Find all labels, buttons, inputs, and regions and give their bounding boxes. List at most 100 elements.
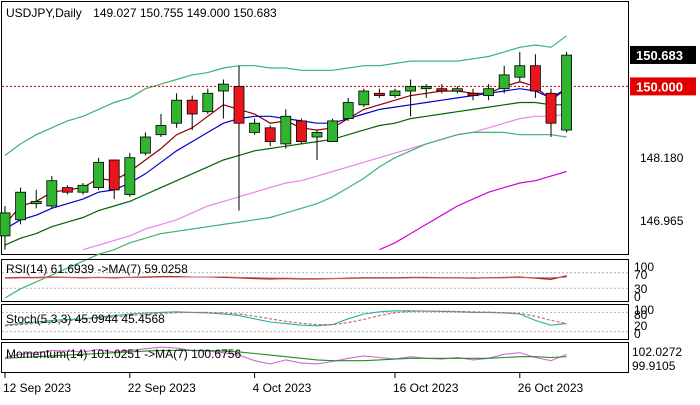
price-tag-box-0 <box>630 45 696 64</box>
stoch-tick-100: 100 <box>634 303 654 317</box>
header-symbol: USDJPY,Daily <box>6 6 82 20</box>
stoch-label: Stoch(5,3,3) 45.0944 45.4568 <box>6 312 165 326</box>
candle-24 <box>373 88 385 98</box>
stoch-panel-frame <box>1 304 629 340</box>
candle-body-36 <box>561 54 572 131</box>
candle-body-24 <box>373 92 385 97</box>
date-tick-label-4: 26 Oct 2023 <box>518 381 584 395</box>
candle-body-34 <box>530 65 541 92</box>
candle-body-17 <box>264 127 276 143</box>
candle-2 <box>30 189 42 209</box>
candle-27 <box>420 84 432 98</box>
stoch-lines <box>2 310 628 333</box>
date-tick-label-3: 16 Oct 2023 <box>393 381 459 395</box>
candle-body-3 <box>46 180 58 207</box>
candle-body-11 <box>171 99 183 124</box>
candle-body-33 <box>514 65 526 78</box>
rsi-tick-30: 30 <box>634 282 648 296</box>
candle-body-29 <box>451 88 463 92</box>
candle-6 <box>93 157 104 190</box>
rsi-tick-100: 100 <box>634 260 654 274</box>
rsi-tick-0: 0 <box>634 290 641 304</box>
candle-10 <box>155 114 167 137</box>
candle-body-18 <box>280 115 292 145</box>
candle-body-35 <box>545 92 557 124</box>
header-ohlc: 149.027 150.755 149.000 150.683 <box>93 6 277 20</box>
candle-18 <box>280 109 292 149</box>
candlestick-series <box>0 51 572 250</box>
candle-body-13 <box>202 92 214 113</box>
candle-body-32 <box>498 74 510 90</box>
candle-16 <box>249 118 261 135</box>
candle-body-20 <box>311 131 323 138</box>
candle-34 <box>530 54 541 98</box>
rsi-panel: RSI(14) 61.6939 ->MA(7) 59.0258 100 70 3… <box>1 259 654 304</box>
candle-4 <box>62 185 73 195</box>
chart-header: USDJPY,Daily 149.027 150.755 149.000 150… <box>6 6 277 20</box>
momentum-panel-frame <box>1 342 629 373</box>
candle-35 <box>545 88 557 137</box>
candle-body-5 <box>77 184 89 193</box>
candle-20 <box>311 130 323 160</box>
candle-body-31 <box>483 88 495 96</box>
indicator-0-line-1 <box>4 276 567 280</box>
candle-33 <box>514 51 526 82</box>
candle-body-6 <box>93 161 104 189</box>
indicator-2-line-0 <box>4 346 567 365</box>
rsi-tick-70: 70 <box>634 268 648 282</box>
price-tags: 150.683 150.000 <box>630 45 696 96</box>
stoch-panel: Stoch(5,3,3) 45.0944 45.4568 100 80 20 0 <box>1 303 654 341</box>
rsi-label: RSI(14) 61.6939 ->MA(7) 59.0258 <box>6 262 188 276</box>
overlay-line-4 <box>379 170 567 251</box>
price-tag-label-1: 150.000 <box>636 79 683 94</box>
candle-body-16 <box>249 122 261 133</box>
price-tick-2: 146.965 <box>640 214 684 228</box>
candle-body-19 <box>295 120 307 143</box>
rsi-lines <box>2 272 628 289</box>
candle-body-23 <box>358 90 370 106</box>
candle-12 <box>186 95 198 131</box>
momentum-tick-low: 99.9105 <box>632 359 676 373</box>
candle-14 <box>217 79 229 119</box>
candle-15 <box>233 65 245 211</box>
candle-body-7 <box>108 159 120 191</box>
indicator-1-line-0 <box>4 310 567 327</box>
candle-5 <box>77 183 89 195</box>
candle-body-8 <box>124 157 136 195</box>
candle-21 <box>327 118 339 143</box>
overlay-line-6 <box>4 131 567 299</box>
stoch-tick-80: 80 <box>634 308 648 322</box>
candle-body-4 <box>62 187 73 193</box>
price-panel-frame <box>1 1 629 255</box>
candle-13 <box>202 88 214 114</box>
candle-7 <box>108 159 120 200</box>
candle-body-27 <box>420 86 432 90</box>
stoch-tick-0: 0 <box>634 327 641 341</box>
candle-31 <box>483 84 495 101</box>
price-tag-label-0: 150.683 <box>636 48 683 63</box>
momentum-lines <box>4 346 567 365</box>
candle-25 <box>389 88 401 98</box>
date-tick-label-2: 4 Oct 2023 <box>253 381 312 395</box>
candle-28 <box>436 84 448 94</box>
momentum-tick-high: 102.0272 <box>632 345 682 359</box>
date-axis: 12 Sep 2023 22 Sep 2023 4 Oct 2023 16 Oct 2… <box>3 373 584 395</box>
candle-26 <box>405 79 417 117</box>
candle-11 <box>171 93 183 128</box>
candle-0 <box>0 206 11 250</box>
candle-body-10 <box>155 125 167 136</box>
date-tick-label-1: 22 Sep 2023 <box>128 381 196 395</box>
candle-30 <box>467 88 479 101</box>
indicator-1-line-1 <box>4 310 567 327</box>
candle-body-30 <box>467 92 479 97</box>
candle-body-28 <box>436 88 448 92</box>
rsi-panel-frame <box>1 259 629 302</box>
candle-36 <box>561 51 572 133</box>
candle-body-1 <box>15 191 27 221</box>
date-tick-label-0: 12 Sep 2023 <box>3 381 71 395</box>
candle-body-14 <box>217 83 229 92</box>
candle-body-15 <box>233 86 245 124</box>
price-tag-1: 150.000 <box>630 77 696 96</box>
